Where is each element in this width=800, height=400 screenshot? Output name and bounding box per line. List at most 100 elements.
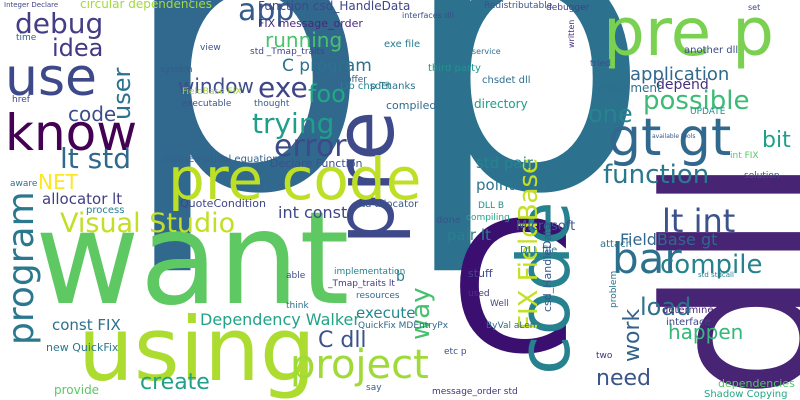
word-application: application (630, 64, 730, 85)
word-interfaces-dll: interfaces dll (402, 11, 454, 20)
word-csd-handledata: csd_HandleData (541, 222, 554, 312)
word-thought: thought (254, 99, 290, 109)
word-system: system (160, 65, 193, 75)
word-tried: tried (590, 59, 611, 69)
word-c-dll: C dll (318, 328, 367, 353)
word-know: know (5, 104, 138, 162)
word-mathematical-equations: mathematical equations (162, 154, 284, 165)
word-fix-message-order: FIX message_order (258, 17, 363, 30)
word-std-pair: std pair (476, 154, 534, 172)
word-point: point (476, 176, 515, 194)
word-another-dll: another dll (684, 45, 739, 56)
word-chsdet-dll: chsdet dll (482, 75, 531, 86)
word-depend: depend (656, 77, 709, 93)
word-implementation: implementation (334, 267, 406, 277)
word-time: time (16, 33, 37, 43)
word-quickfix-mdentrypx: QuickFix MDEntryPx (358, 321, 449, 331)
word-lt-int: lt int (662, 202, 736, 240)
word-window: window (178, 74, 254, 98)
word-create: create (140, 370, 210, 395)
word-use: use (5, 48, 98, 108)
word-dll-b: DLL B (478, 201, 504, 211)
word-exe: exe (258, 71, 308, 104)
word-implement: implement (597, 81, 662, 95)
word-compiled: compiled (386, 99, 437, 112)
word-error: error (274, 129, 347, 164)
word-set: set (748, 3, 761, 12)
word-foo: foo (308, 80, 346, 108)
word-c-program: C program (282, 56, 372, 76)
word-view: view (200, 43, 221, 53)
word-microsoft: Microsoft (516, 219, 576, 234)
word-done: done (436, 215, 461, 226)
word-execute: execute (356, 304, 416, 322)
word-fieldbase-gt: FieldBase gt (620, 230, 718, 249)
word-compile: compile (660, 250, 763, 280)
word-p-thanks: p Thanks (370, 81, 416, 92)
word-load: load (640, 293, 692, 321)
word-stuff: stuff (468, 267, 493, 280)
word-fix-fieldbase: FIX FieldBase (514, 157, 544, 330)
word-project: project (290, 342, 429, 388)
word-written: written (567, 19, 576, 48)
word-allocator-lt: allocator lt (42, 190, 123, 208)
word-message-order-std: message_order std (432, 387, 518, 397)
word-possible: possible (643, 86, 750, 116)
word-able: able (286, 271, 306, 281)
word-provide: provide (54, 383, 100, 397)
word-aware: aware (10, 179, 38, 189)
word-compiling: compiling (466, 213, 510, 223)
word-available-tools: available tools (652, 133, 696, 140)
word-say: say (366, 383, 382, 393)
word-fieldbase-fix: FieldBase FIX (182, 87, 242, 97)
word-tmap-traits-lt: _Tmap_traits lt (328, 279, 395, 289)
word-one: one (588, 100, 633, 128)
word-declare-function: Declare Function (270, 157, 363, 170)
word-pre-code: pre code (168, 145, 422, 213)
word-bit: bit (762, 128, 791, 153)
word-function-csd: Function csd_HandleData (258, 0, 411, 13)
word-visual-studio: Visual Studio (60, 208, 236, 239)
word-p-1: p (118, 0, 372, 282)
word-want: want (35, 185, 350, 334)
word-used: used (468, 289, 490, 299)
word-work: work (620, 308, 645, 362)
word-debug: debug (15, 7, 104, 40)
word-well: Well (490, 299, 509, 309)
word-happen: happen (668, 320, 744, 344)
word-idea: idea (52, 34, 104, 62)
word-interface: interface (666, 317, 711, 328)
word-program: program (1, 191, 42, 345)
word-p-2: p (398, 0, 652, 282)
word-executable: executable (182, 99, 232, 109)
word-two: two (596, 351, 613, 361)
word-process: process (86, 205, 125, 216)
word-std-allocator: std allocator (356, 199, 419, 210)
word-std-tmap-traits: std _Tmap_traits (250, 47, 325, 57)
word-offer: offer (346, 75, 367, 85)
word-trying: trying (252, 107, 335, 140)
word-update: UPDATE (690, 107, 726, 117)
word-third-party: third party (428, 63, 481, 74)
word-dependencies: dependencies (718, 377, 795, 390)
word-attach: attach (600, 239, 632, 250)
word-solution: solution (744, 171, 780, 181)
word-b: b (396, 269, 405, 285)
word-etc-p: etc p (444, 347, 467, 357)
word-function: function (603, 160, 710, 190)
word-directory: directory (474, 97, 528, 111)
word-need: need (596, 366, 651, 391)
word-quotecondition: QuoteCondition (180, 197, 266, 210)
word-app: app (238, 0, 295, 28)
word-dependency-walker: Dependency Walker (200, 310, 360, 329)
word-code-2: code (68, 102, 117, 126)
word-new-quickfix: new QuickFix (46, 341, 119, 354)
word-dll-file: DLL file (520, 245, 558, 256)
word-pre-p: pre p (603, 0, 775, 71)
word-C: C (450, 185, 576, 394)
word-gt-gt: gt gt (608, 108, 732, 168)
word-int-const: int const (278, 203, 348, 222)
word-pair-lt: pair lt (447, 226, 491, 244)
word-circular-dependencies: circular dependencies (80, 0, 213, 11)
